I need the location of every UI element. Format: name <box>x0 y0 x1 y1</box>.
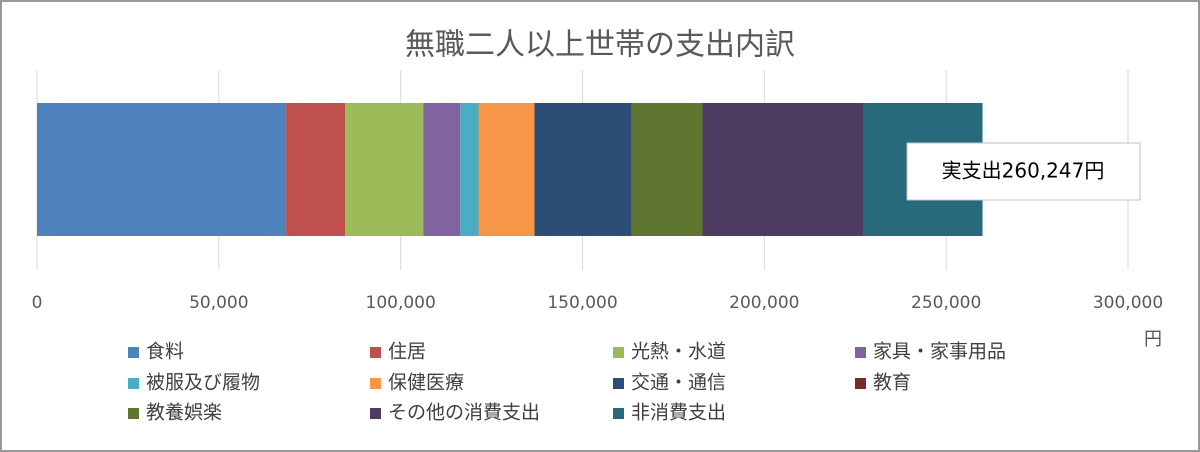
legend-label: 保健医療 <box>388 372 464 394</box>
x-tick-label: 250,000 <box>911 293 981 313</box>
legend-swatch <box>370 408 381 419</box>
bar-segment <box>631 103 703 236</box>
x-tick-label: 50,000 <box>189 293 248 313</box>
legend-label: 教養娯楽 <box>146 402 222 424</box>
bar-segment <box>534 103 632 236</box>
bar-segment <box>460 103 479 236</box>
legend-label: 家具・家事用品 <box>873 341 1006 363</box>
legend-label: 交通・通信 <box>631 372 726 394</box>
x-axis-label: 円 <box>1144 329 1162 350</box>
annotation: 実支出260,247円 <box>942 159 1105 183</box>
legend-swatch <box>613 408 624 419</box>
legend-swatch <box>855 378 866 389</box>
legend-label: 非消費支出 <box>631 402 726 424</box>
legend-label: その他の消費支出 <box>388 402 540 424</box>
annotation-box <box>906 142 1141 201</box>
legend-swatch <box>613 347 624 358</box>
legend-swatch <box>128 347 139 358</box>
bar-segment <box>478 103 535 236</box>
chart-title: 無職二人以上世帯の支出内訳 <box>405 28 795 63</box>
x-tick-label: 100,000 <box>366 293 436 313</box>
legend-swatch <box>128 408 139 419</box>
legend-label: 食料 <box>146 341 184 363</box>
x-tick-label: 200,000 <box>729 293 799 313</box>
legend-swatch <box>855 347 866 358</box>
legend-label: 被服及び履物 <box>146 372 260 394</box>
x-tick-label: 150,000 <box>547 293 617 313</box>
bar-segment <box>37 103 287 236</box>
bar-segment <box>423 103 461 236</box>
x-tick-label: 0 <box>32 293 43 313</box>
legend-swatch <box>128 378 139 389</box>
legend-swatch <box>370 347 381 358</box>
bar-segment <box>702 103 864 236</box>
bar-segment <box>286 103 346 236</box>
legend-swatch <box>613 378 624 389</box>
x-tick-label: 300,000 <box>1093 293 1163 313</box>
legend-label: 光熱・水道 <box>631 341 726 363</box>
legend-label: 教育 <box>873 372 911 394</box>
bar-segment <box>345 103 424 236</box>
legend-label: 住居 <box>388 341 426 363</box>
legend-swatch <box>370 378 381 389</box>
